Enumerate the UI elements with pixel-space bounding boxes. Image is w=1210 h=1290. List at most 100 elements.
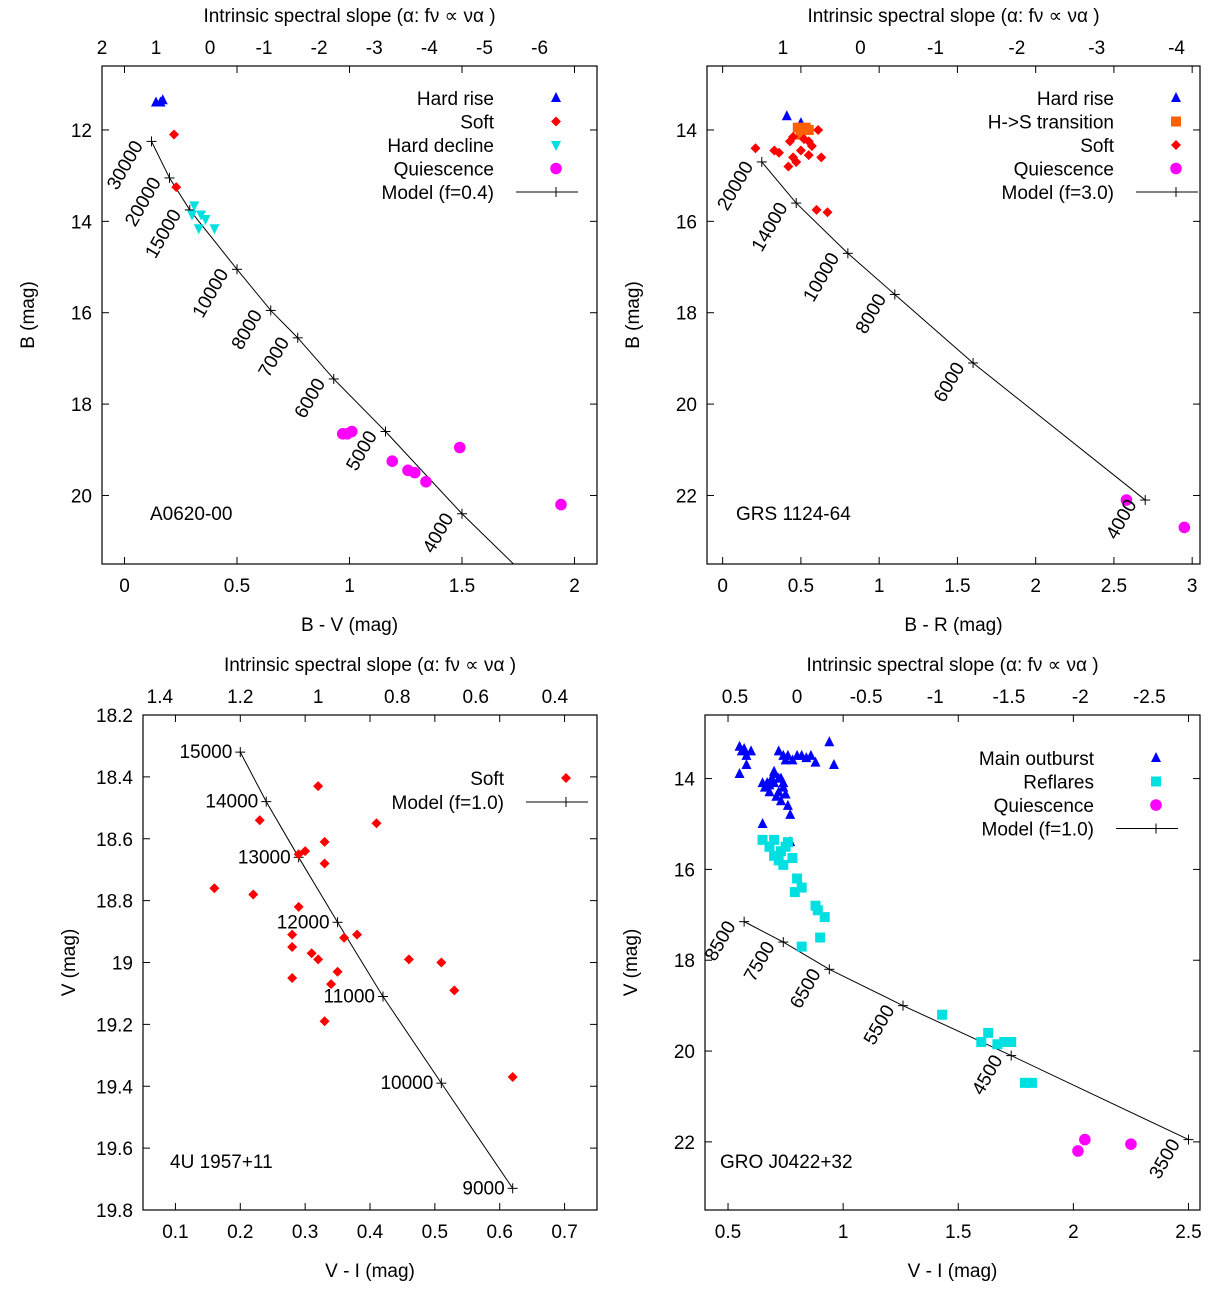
- data-point: [788, 131, 799, 142]
- data-point: [764, 786, 775, 797]
- y-tick-label: 19.6: [96, 1139, 133, 1160]
- y-axis-title: V (mag): [59, 929, 80, 997]
- temperature-label: 10000: [800, 249, 845, 305]
- data-point: [828, 758, 839, 769]
- y-tick-label: 19: [112, 954, 133, 975]
- top-tick-label: -5: [476, 38, 493, 59]
- data-point: [741, 758, 752, 769]
- y-tick-label: 19.4: [96, 1077, 133, 1098]
- data-point: [796, 941, 807, 952]
- data-point: [819, 912, 830, 923]
- data-point: [792, 873, 803, 884]
- top-tick-label: -3: [366, 38, 383, 59]
- data-point: [561, 773, 571, 783]
- x-tick-label: 0.5: [788, 576, 814, 597]
- x-axis-title: B - R (mag): [904, 615, 1002, 636]
- data-point: [824, 736, 835, 747]
- legend-label: H->S transition: [988, 113, 1114, 134]
- data-point: [1171, 116, 1181, 127]
- data-point: [783, 161, 794, 172]
- temperature-label: 4000: [1102, 496, 1141, 543]
- model-line: [239, 751, 514, 1189]
- top-tick-label: -2: [1072, 687, 1089, 708]
- data-point: [1151, 776, 1161, 787]
- data-point: [810, 756, 821, 767]
- temperature-label: 14000: [205, 792, 258, 813]
- data-point: [813, 124, 824, 135]
- y-axis-title: V (mag): [621, 929, 642, 997]
- plot-frame: [101, 65, 598, 565]
- temperature-label: 8500: [701, 918, 740, 965]
- data-point: [339, 932, 350, 943]
- legend-label: Model (f=1.0): [392, 793, 504, 814]
- data-point: [782, 799, 793, 810]
- top-axis-title: Intrinsic spectral slope (α: fν ∝ να ): [807, 6, 1099, 27]
- data-point: [811, 204, 822, 215]
- panel-grs1124: 0 0.5 1 1.5 2 2.5 3 14 16 18 20 22 1 0 -1 -2 -3 -4 B - R (…: [623, 6, 1201, 636]
- y-tick-label: 16: [676, 212, 697, 233]
- data-point: [791, 156, 802, 167]
- y-axis-title: B (mag): [18, 281, 39, 349]
- x-axis-title: V - I (mag): [325, 1261, 415, 1282]
- legend: Soft Model (f=1.0): [392, 769, 588, 814]
- y-tick-label: 22: [674, 1133, 695, 1154]
- temperature-label: 8000: [228, 306, 267, 353]
- data-point: [287, 942, 298, 953]
- data-point: [550, 162, 562, 175]
- data-point: [248, 889, 259, 900]
- y-tick-label: 19.2: [96, 1015, 133, 1036]
- y-tick-label: 14: [676, 121, 698, 142]
- legend-label: Main outburst: [979, 749, 1095, 770]
- legend-label: Hard rise: [417, 89, 494, 110]
- data-point: [345, 425, 358, 438]
- top-tick-label: -2: [1008, 38, 1025, 59]
- y-tick-label: 18.6: [96, 830, 133, 851]
- temperature-label: 6000: [930, 359, 969, 406]
- x-tick-label: 0.7: [551, 1222, 577, 1243]
- data-point: [757, 817, 768, 828]
- data-point: [757, 834, 768, 845]
- data-point: [200, 215, 211, 226]
- data-point: [983, 1027, 994, 1038]
- data-point: [189, 201, 200, 212]
- data-point: [1020, 1077, 1031, 1088]
- data-point: [287, 972, 298, 983]
- data-point: [795, 145, 806, 156]
- x-tick-label: 1.5: [449, 576, 475, 597]
- y-tick-label: 18.4: [96, 768, 133, 789]
- x-axis-title: B - V (mag): [301, 615, 398, 636]
- data-point: [436, 957, 447, 968]
- temperature-label: 8000: [852, 290, 891, 337]
- data-point: [1171, 92, 1181, 102]
- temperature-label: 13000: [238, 847, 291, 868]
- y-tick-label: 18.2: [96, 706, 133, 727]
- data-point: [449, 985, 460, 996]
- x-tick-label: 0.5: [715, 1222, 741, 1243]
- x-tick-label: 2: [569, 576, 580, 597]
- data-point: [992, 1039, 1003, 1050]
- data-point: [319, 1016, 330, 1027]
- y-tick-label: 18: [71, 395, 92, 416]
- model-line: [761, 161, 1146, 501]
- data-point: [775, 795, 786, 806]
- y-tick-label: 20: [71, 486, 92, 507]
- x-tick-label: 2: [1030, 576, 1041, 597]
- source-label: A0620-00: [150, 504, 232, 525]
- x-tick-label: 0.1: [162, 1222, 188, 1243]
- temperature-label: 20000: [713, 158, 758, 214]
- top-tick-label: 0.4: [542, 687, 569, 708]
- top-tick-label: 0: [855, 38, 866, 59]
- data-point: [551, 141, 561, 151]
- data-point: [209, 224, 220, 235]
- data-point: [171, 182, 182, 193]
- top-tick-label: -1.5: [993, 687, 1026, 708]
- plot-frame: [706, 65, 1201, 565]
- data-point: [803, 150, 814, 161]
- top-tick-label: 1.4: [147, 687, 174, 708]
- data-point: [773, 745, 784, 756]
- top-axis-title: Intrinsic spectral slope (α: fν ∝ να ): [203, 6, 495, 27]
- data-point: [420, 475, 432, 488]
- temperature-label: 5500: [860, 1002, 899, 1049]
- x-tick-label: 0: [717, 576, 728, 597]
- temperature-label: 15000: [179, 742, 232, 763]
